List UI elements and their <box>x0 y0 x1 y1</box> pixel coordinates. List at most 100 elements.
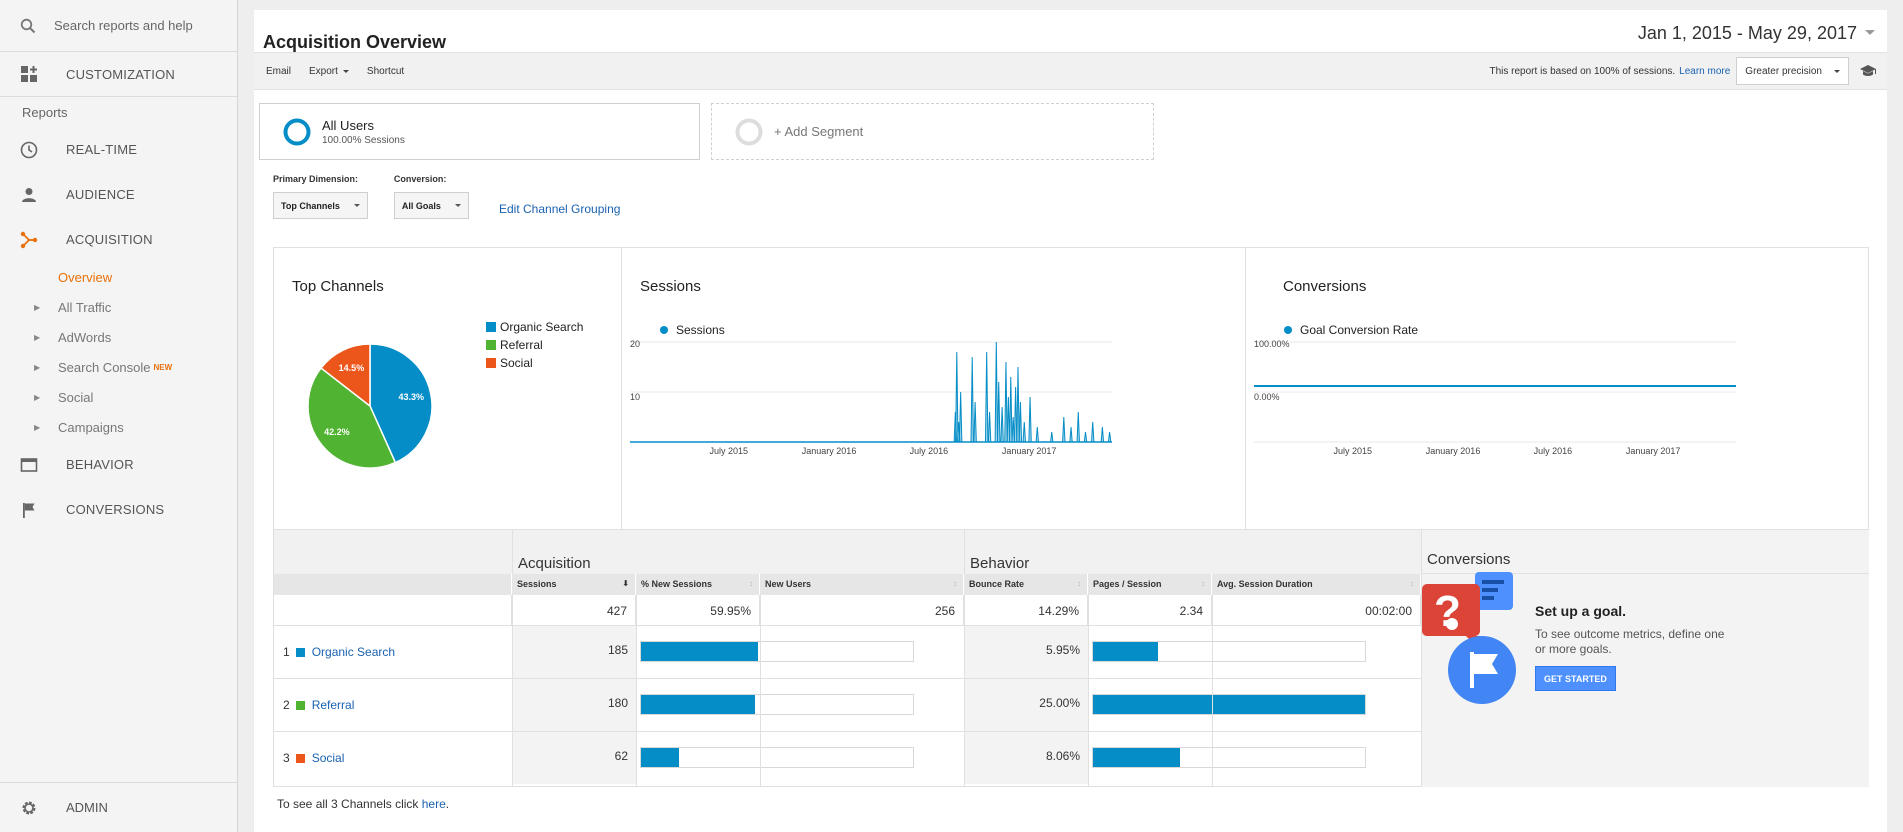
sessions-spike <box>997 381 1001 443</box>
sidebar-item-label: CONVERSIONS <box>66 502 165 517</box>
x-tick-label: July 2016 <box>1534 446 1573 456</box>
sidebar-item-behavior[interactable]: BEHAVIOR <box>0 442 237 487</box>
sessions-spike <box>1062 416 1066 443</box>
sessions-spike <box>1035 426 1040 443</box>
date-range-picker[interactable]: Jan 1, 2015 - May 29, 2017 <box>1637 23 1857 43</box>
learn-more-link[interactable]: Learn more <box>1679 65 1731 77</box>
sessions-spike <box>1049 431 1054 443</box>
column-header[interactable]: New Users ↕ <box>760 574 964 595</box>
reports-header: Reports <box>22 104 68 120</box>
export-label: Export <box>309 65 338 77</box>
chevron-down-icon[interactable] <box>1865 30 1875 35</box>
sort-icon: ↕ <box>1201 579 1205 588</box>
legend-label: Organic Search <box>500 320 584 334</box>
sidebar-sub-overview[interactable]: Overview <box>58 269 113 285</box>
column-header[interactable]: Pages / Session ↕ <box>1088 574 1212 595</box>
shortcut-button[interactable]: Shortcut <box>366 65 405 77</box>
sessions-legend: Sessions <box>660 321 725 339</box>
sessions-spike <box>1016 366 1020 443</box>
sidebar-item-realtime[interactable]: REAL-TIME <box>0 127 237 172</box>
sidebar-sub-search-console[interactable]: ▶ Search Console NEW <box>0 352 237 382</box>
sidebar-item-admin[interactable]: ADMIN <box>0 782 238 832</box>
search-placeholder: Search reports and help <box>54 18 193 33</box>
totals-cell: 256 <box>760 595 964 625</box>
primary-dimension-select[interactable]: Top Channels <box>273 192 368 219</box>
sessions-spike <box>1011 416 1015 443</box>
sidebar-search[interactable]: Search reports and help <box>0 0 237 52</box>
goal-title: Set up a goal. <box>1535 603 1627 619</box>
conversion-select[interactable]: All Goals <box>393 192 469 219</box>
dashboard-add-icon <box>21 66 37 82</box>
new-sessions-bar-fill <box>641 642 758 661</box>
sessions-chart: 20 10 July 2015 January 2016 July 2016 Januar… <box>630 339 1112 456</box>
pages-session-bar-fill <box>1093 642 1159 661</box>
email-button[interactable]: Email <box>266 65 292 77</box>
table-row: 2 Referral <box>283 698 354 712</box>
column-header-label: New Users <box>765 579 812 589</box>
sort-icon: ⬇ <box>622 579 629 588</box>
chevron-down-icon <box>342 69 349 73</box>
pie-legend-item: Organic Search <box>486 318 583 336</box>
sidebar-sub-adwords[interactable]: ▶ AdWords <box>0 322 237 352</box>
report-header: Acquisition Overview Jan 1, 2015 - May 2… <box>254 10 1887 52</box>
column-divider <box>760 595 761 787</box>
column-header[interactable]: Avg. Session Duration ↕ <box>1212 574 1421 595</box>
row-divider <box>274 731 1421 732</box>
graduation-cap-icon[interactable] <box>1859 64 1877 78</box>
sessions-spike <box>970 356 974 443</box>
sidebar-item-customization[interactable]: CUSTOMIZATION <box>0 52 237 97</box>
get-started-button[interactable]: GET STARTED <box>1535 666 1616 691</box>
sessions-value: 180 <box>607 696 628 710</box>
top-channels-panel: Top Channels 43.3% 42.2% 14.5% Organic Sea… <box>274 248 622 529</box>
sidebar-sub-social[interactable]: ▶ Social <box>0 382 237 412</box>
sessions-spike <box>1083 431 1088 443</box>
channel-link[interactable]: Referral <box>311 698 355 712</box>
sidebar-item-label: AUDIENCE <box>66 187 135 202</box>
add-segment-button[interactable]: + Add Segment <box>711 103 1154 160</box>
new-sessions-bar <box>640 694 914 715</box>
column-header[interactable]: % New Sessions ↕ <box>636 574 760 595</box>
sort-icon: ↕ <box>1410 579 1414 588</box>
totals-cell: 2.34 <box>1088 595 1212 625</box>
segment-bar: All Users 100.00% Sessions + Add Segment <box>259 103 1165 160</box>
precision-label: Greater precision <box>1745 65 1822 77</box>
channel-link[interactable]: Organic Search <box>311 645 396 659</box>
column-header[interactable]: Sessions ⬇ <box>512 574 636 595</box>
precision-select[interactable]: Greater precision <box>1736 57 1849 85</box>
conversions-legend: Goal Conversion Rate <box>1284 321 1418 339</box>
footnote: To see all 3 Channels click here. <box>277 797 449 811</box>
sub-label: Social <box>58 389 94 405</box>
footnote-text: To see all 3 Channels click <box>277 797 419 811</box>
x-tick-label: July 2016 <box>910 446 949 456</box>
export-button[interactable]: Export <box>309 66 349 77</box>
primary-dimension-label: Primary Dimension: <box>273 174 359 184</box>
channel-link[interactable]: Social <box>311 751 345 765</box>
sessions-panel: Sessions Sessions 20 10 July 2015 January 2… <box>622 248 1246 529</box>
column-header[interactable]: Bounce Rate ↕ <box>964 574 1088 595</box>
sidebar-item-acquisition[interactable]: ACQUISITION <box>0 217 237 262</box>
new-sessions-bar-fill <box>641 748 680 767</box>
segment-ring-icon <box>283 118 311 145</box>
sidebar-item-label: REAL-TIME <box>66 142 138 157</box>
sort-icon: ↕ <box>749 579 753 588</box>
column-header-label: % New Sessions <box>641 579 713 589</box>
pages-session-bar-fill <box>1093 695 1365 714</box>
see-all-link[interactable]: here <box>421 797 446 811</box>
report-toolbar: Email Export Shortcut This report is bas… <box>254 52 1887 90</box>
x-tick-label: July 2015 <box>1334 446 1373 456</box>
sidebar-item-conversions[interactable]: CONVERSIONS <box>0 487 237 532</box>
conversions-header: Conversions <box>1427 551 1511 568</box>
legend-dot <box>660 326 668 334</box>
expand-triangle-icon: ▶ <box>34 302 41 312</box>
sidebar-item-audience[interactable]: AUDIENCE <box>0 172 237 217</box>
sessions-spike <box>973 401 977 443</box>
sidebar-sub-campaigns[interactable]: ▶ Campaigns <box>0 412 237 442</box>
edit-channel-grouping-link[interactable]: Edit Channel Grouping <box>499 202 621 216</box>
sidebar-sub-all-traffic[interactable]: ▶ All Traffic <box>0 292 237 322</box>
column-divider <box>964 595 965 787</box>
totals-cell: 427 <box>512 595 636 625</box>
segment-all-users[interactable]: All Users 100.00% Sessions <box>259 103 700 160</box>
sessions-spike <box>1028 396 1032 443</box>
sidebar: Search reports and help CUSTOMIZATION Re… <box>0 0 238 832</box>
sessions-cell-bg <box>512 679 636 731</box>
